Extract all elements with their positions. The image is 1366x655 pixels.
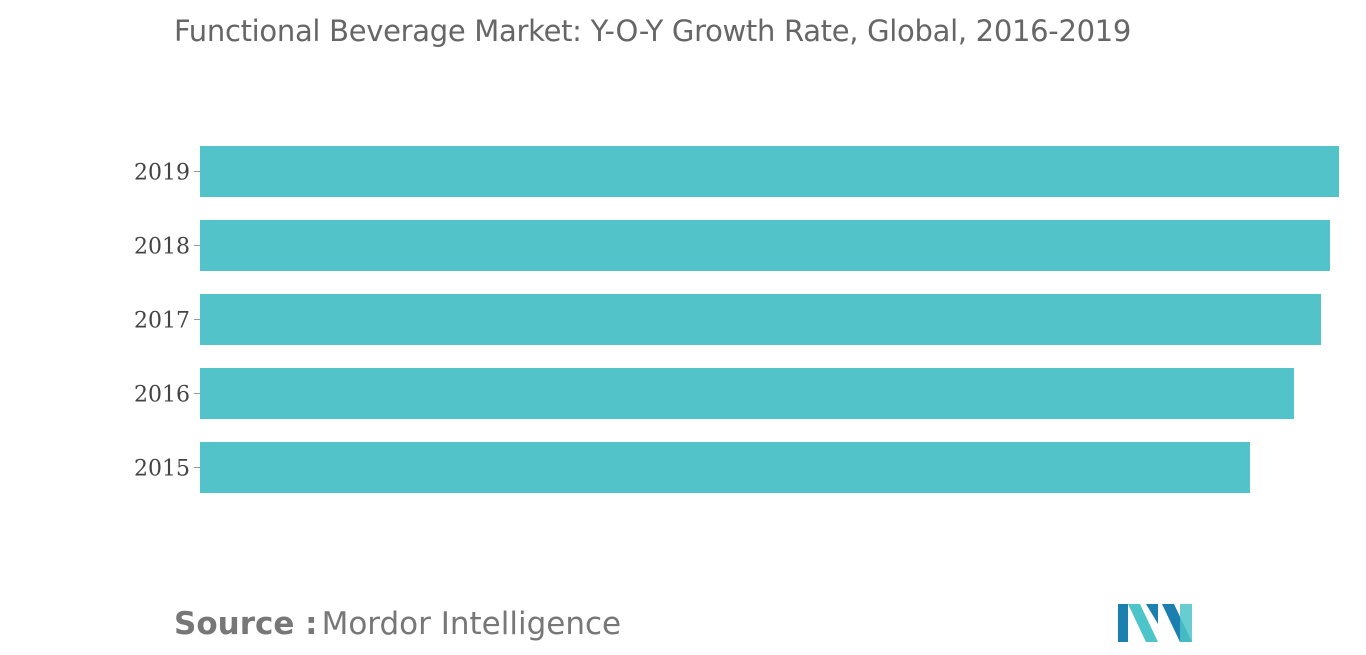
- logo-shape-diagonal: [1128, 604, 1158, 642]
- source-label: Source :: [174, 606, 318, 642]
- logo-shape-left: [1118, 604, 1128, 642]
- bar-2017: [200, 294, 1321, 345]
- bar-2015: [200, 442, 1250, 493]
- mordor-intelligence-logo-icon: [1118, 604, 1192, 642]
- y-tick-label-2019: 2019: [134, 161, 190, 186]
- y-axis-ticks: [194, 171, 200, 468]
- y-tick-label-2016: 2016: [134, 383, 190, 408]
- bar-2019: [200, 146, 1339, 197]
- y-axis-labels: 2019 2018 2017 2016 2015: [134, 161, 190, 482]
- bar-2018: [200, 220, 1330, 271]
- source-note: Source : Mordor Intelligence: [174, 606, 621, 642]
- logo-shape-mid: [1146, 604, 1158, 624]
- chart-title: Functional Beverage Market: Y-O-Y Growth…: [174, 14, 1132, 48]
- y-tick-label-2017: 2017: [134, 309, 190, 334]
- bar-2016: [200, 368, 1294, 419]
- bar-group: [200, 146, 1339, 493]
- source-value: Mordor Intelligence: [321, 606, 622, 642]
- logo-shape-right: [1180, 604, 1192, 642]
- y-tick-label-2018: 2018: [134, 235, 190, 260]
- y-tick-label-2015: 2015: [134, 457, 190, 482]
